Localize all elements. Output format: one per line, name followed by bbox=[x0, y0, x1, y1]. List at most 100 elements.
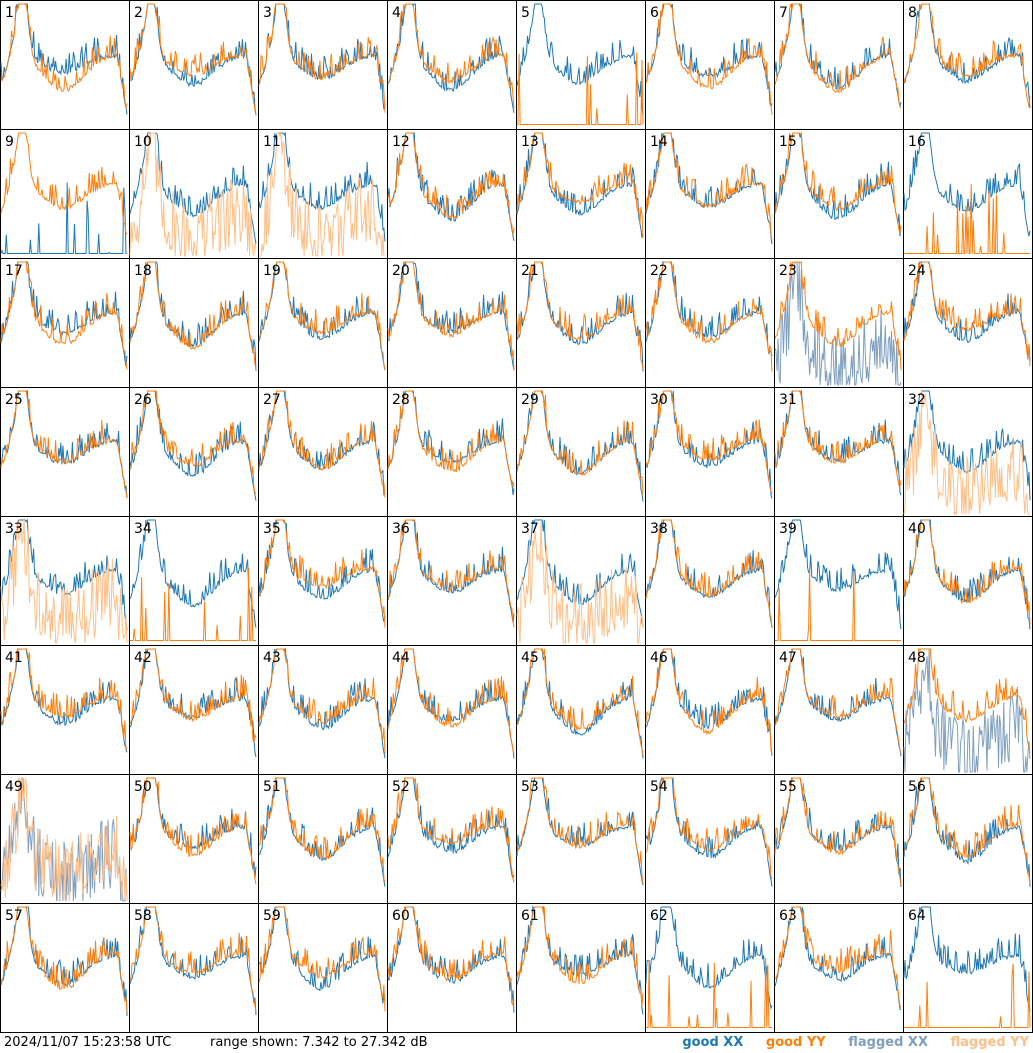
panel-label: 7 bbox=[779, 5, 788, 21]
panel-frame bbox=[774, 903, 904, 1033]
panel-label: 10 bbox=[134, 134, 152, 150]
yy-trace bbox=[258, 3, 386, 113]
xx-trace bbox=[0, 182, 127, 254]
panel-7: 7 bbox=[774, 0, 904, 130]
panel-3: 3 bbox=[258, 0, 388, 130]
panel-30: 30 bbox=[645, 387, 775, 517]
panel-label: 14 bbox=[650, 134, 668, 150]
panel-24: 24 bbox=[903, 258, 1033, 388]
yy-trace bbox=[774, 390, 902, 486]
panel-label: 9 bbox=[5, 134, 14, 150]
panel-label: 35 bbox=[263, 521, 281, 537]
panel-25: 25 bbox=[0, 387, 130, 517]
yy-trace bbox=[903, 647, 1031, 754]
yy-trace bbox=[258, 906, 386, 1012]
panel-label: 31 bbox=[779, 392, 797, 408]
xx-trace bbox=[903, 906, 1031, 1013]
panel-33: 33 bbox=[0, 516, 130, 646]
yy-trace bbox=[774, 777, 902, 885]
panel-frame bbox=[903, 774, 1033, 904]
panel-28: 28 bbox=[387, 387, 517, 517]
panel-9: 9 bbox=[0, 129, 130, 259]
yy-trace bbox=[258, 261, 386, 370]
legend: good XX good YY flagged XX flagged YY bbox=[664, 1035, 1029, 1050]
panel-frame bbox=[387, 645, 517, 775]
xx-trace bbox=[903, 648, 1031, 773]
yy-trace bbox=[646, 957, 772, 1028]
panel-label: 11 bbox=[263, 134, 281, 150]
panel-55: 55 bbox=[774, 774, 904, 904]
panel-12: 12 bbox=[387, 129, 517, 259]
yy-trace bbox=[645, 390, 773, 494]
panel-frame bbox=[516, 645, 646, 775]
legend-good-yy: good YY bbox=[765, 1035, 826, 1050]
panel-label: 49 bbox=[5, 779, 23, 795]
yy-trace bbox=[645, 519, 773, 629]
panel-label: 33 bbox=[5, 521, 23, 537]
panel-64: 64 bbox=[903, 903, 1033, 1033]
yy-trace bbox=[129, 3, 257, 116]
yy-trace bbox=[516, 132, 644, 238]
panel-label: 64 bbox=[908, 908, 926, 924]
panel-label: 25 bbox=[5, 392, 23, 408]
panel-label: 62 bbox=[650, 908, 668, 924]
yy-trace bbox=[904, 183, 1030, 254]
panel-label: 34 bbox=[134, 521, 152, 537]
panel-13: 13 bbox=[516, 129, 646, 259]
xx-trace bbox=[516, 3, 644, 115]
panel-label: 43 bbox=[263, 650, 281, 666]
yy-trace bbox=[387, 906, 515, 1006]
yy-trace bbox=[129, 132, 257, 257]
panel-frame bbox=[129, 774, 259, 904]
yy-trace bbox=[0, 906, 128, 1013]
yy-trace bbox=[903, 3, 1031, 108]
panel-42: 42 bbox=[129, 645, 259, 775]
panel-label: 16 bbox=[908, 134, 926, 150]
panel-label: 28 bbox=[392, 392, 410, 408]
xx-trace bbox=[774, 519, 902, 630]
panel-label: 1 bbox=[5, 5, 14, 21]
panel-59: 59 bbox=[258, 903, 388, 1033]
panel-43: 43 bbox=[258, 645, 388, 775]
panel-frame bbox=[516, 129, 646, 259]
panel-63: 63 bbox=[774, 903, 904, 1033]
timestamp: 2024/11/07 15:23:58 UTC bbox=[4, 1035, 172, 1050]
panel-frame bbox=[774, 645, 904, 775]
panel-22: 22 bbox=[645, 258, 775, 388]
yy-trace bbox=[129, 390, 257, 495]
panel-label: 18 bbox=[134, 263, 152, 279]
panel-frame bbox=[645, 645, 775, 775]
legend-good-xx: good XX bbox=[682, 1035, 744, 1050]
panel-frame bbox=[903, 645, 1033, 775]
panel-frame bbox=[129, 258, 259, 388]
yy-trace bbox=[0, 3, 128, 109]
panel-label: 23 bbox=[779, 263, 797, 279]
yy-trace bbox=[774, 906, 902, 1008]
panel-label: 29 bbox=[521, 392, 539, 408]
panel-frame bbox=[387, 0, 517, 130]
panel-1: 1 bbox=[0, 0, 130, 130]
panel-label: 24 bbox=[908, 263, 926, 279]
yy-trace bbox=[0, 777, 128, 902]
panel-frame bbox=[387, 258, 517, 388]
yy-trace bbox=[387, 3, 515, 109]
panel-49: 49 bbox=[0, 774, 130, 904]
xx-trace bbox=[129, 519, 257, 628]
panel-frame bbox=[258, 0, 388, 130]
panel-label: 13 bbox=[521, 134, 539, 150]
yy-trace bbox=[258, 777, 386, 882]
panel-41: 41 bbox=[0, 645, 130, 775]
panel-37: 37 bbox=[516, 516, 646, 646]
yy-trace bbox=[0, 261, 128, 370]
yy-trace bbox=[645, 648, 773, 755]
yy-trace bbox=[774, 3, 902, 109]
panel-36: 36 bbox=[387, 516, 517, 646]
panel-frame bbox=[516, 387, 646, 517]
panel-32: 32 bbox=[903, 387, 1033, 517]
yy-trace bbox=[645, 3, 773, 115]
panel-label: 52 bbox=[392, 779, 410, 795]
yy-trace bbox=[387, 648, 515, 755]
panel-frame bbox=[258, 645, 388, 775]
panel-label: 56 bbox=[908, 779, 926, 795]
panel-label: 51 bbox=[263, 779, 281, 795]
